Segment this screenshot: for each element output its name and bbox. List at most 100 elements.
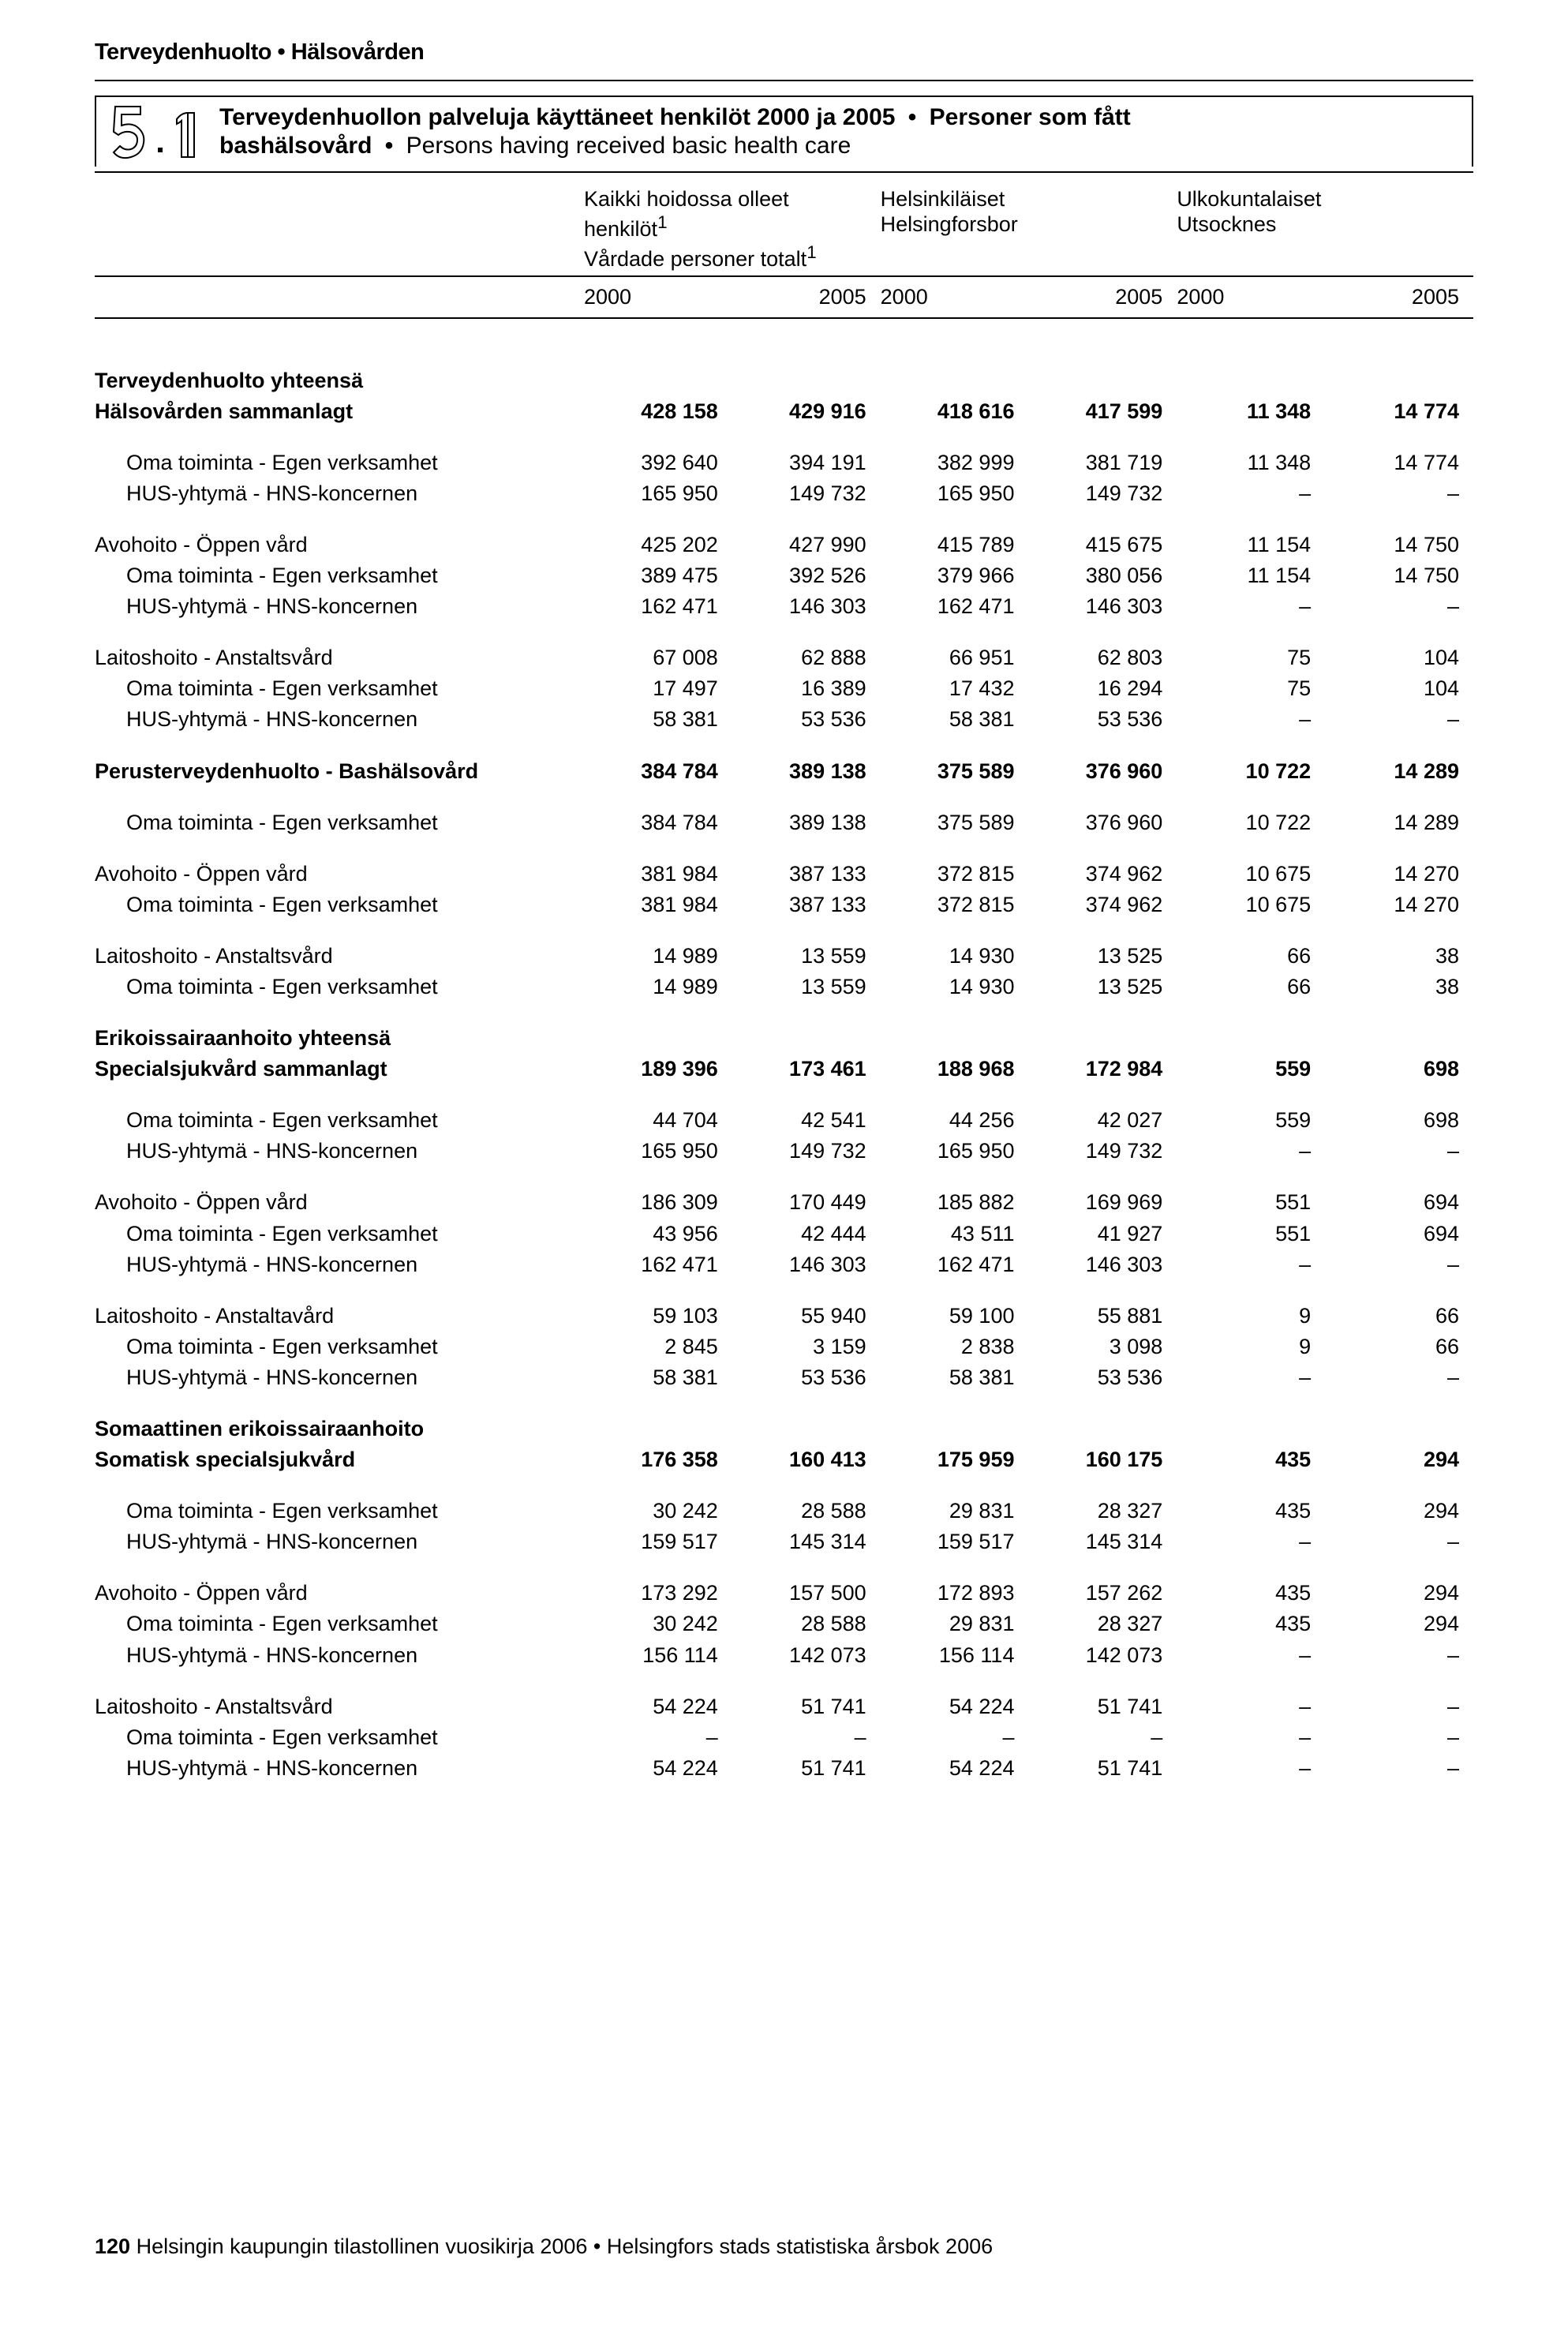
cell-value: 435 (1177, 1444, 1325, 1475)
cell-value: 428 158 (584, 396, 732, 427)
table-row: Hälsovården sammanlagt428 158429 916418 … (95, 396, 1473, 427)
cell-value: 381 984 (584, 859, 732, 890)
cell-value: 149 732 (1028, 478, 1177, 509)
cell-value: 14 270 (1325, 859, 1473, 890)
cell-value: – (1177, 1640, 1325, 1671)
row-label: Oma toiminta - Egen verksamhet (95, 1609, 584, 1639)
cell-value: 14 774 (1325, 396, 1473, 427)
cell-value: 55 940 (732, 1301, 881, 1332)
row-label: HUS-yhtymä - HNS-koncernen (95, 1136, 584, 1167)
cell-value: – (1177, 591, 1325, 622)
cell-value: 189 396 (584, 1054, 732, 1084)
cell-value: 165 950 (584, 1136, 732, 1167)
cell-value: 698 (1325, 1054, 1473, 1084)
row-label: Oma toiminta - Egen verksamhet (95, 1496, 584, 1526)
cell-value: 173 292 (584, 1578, 732, 1609)
spacer-row (95, 509, 1473, 530)
cell-value: – (1028, 1722, 1177, 1753)
cell-value: 294 (1325, 1444, 1473, 1475)
cell-value: 142 073 (732, 1640, 881, 1671)
row-label: Oma toiminta - Egen verksamhet (95, 560, 584, 591)
cell-value: 694 (1325, 1219, 1473, 1249)
cell-value: 429 916 (732, 396, 881, 427)
cell-value: 66 (1325, 1301, 1473, 1332)
cell-value: 42 027 (1028, 1105, 1177, 1136)
cell-value: 16 294 (1028, 673, 1177, 704)
cell-value: 59 100 (881, 1301, 1029, 1332)
cell-value: 14 930 (881, 941, 1029, 972)
page-section-header: Terveydenhuolto • Hälsovården (95, 39, 1473, 66)
cell-value: 67 008 (584, 642, 732, 673)
row-label: HUS-yhtymä - HNS-koncernen (95, 1526, 584, 1557)
row-label: HUS-yhtymä - HNS-koncernen (95, 1640, 584, 1671)
table-row: HUS-yhtymä - HNS-koncernen162 471146 303… (95, 1249, 1473, 1280)
cell-value: 418 616 (881, 396, 1029, 427)
cell-value: 44 704 (584, 1105, 732, 1136)
table-row: Oma toiminta - Egen verksamhet2 8453 159… (95, 1332, 1473, 1362)
cell-value: 104 (1325, 642, 1473, 673)
cell-value (732, 1023, 881, 1054)
table-row: Laitoshoito - Anstaltavård59 10355 94059… (95, 1301, 1473, 1332)
cell-value: 173 461 (732, 1054, 881, 1084)
row-label: Laitoshoito - Anstaltsvård (95, 1691, 584, 1722)
cell-value (1177, 1414, 1325, 1444)
cell-value: 417 599 (1028, 396, 1177, 427)
cell-value: 160 413 (732, 1444, 881, 1475)
cell-value: 29 831 (881, 1609, 1029, 1639)
cell-value: 30 242 (584, 1496, 732, 1526)
page-footer: 120 Helsingin kaupungin tilastollinen vu… (95, 2234, 993, 2259)
cell-value: 160 175 (1028, 1444, 1177, 1475)
table-row: HUS-yhtymä - HNS-koncernen165 950149 732… (95, 478, 1473, 509)
cell-value: 9 (1177, 1301, 1325, 1332)
spacer-row (95, 787, 1473, 807)
cell-value: 169 969 (1028, 1187, 1177, 1218)
cell-value: 28 588 (732, 1496, 881, 1526)
table-row: Oma toiminta - Egen verksamhet17 49716 3… (95, 673, 1473, 704)
row-label: Laitoshoito - Anstaltavård (95, 1301, 584, 1332)
cell-value (1028, 365, 1177, 396)
spacer-row (95, 1084, 1473, 1105)
cell-value: – (881, 1722, 1029, 1753)
cell-value: 42 541 (732, 1105, 881, 1136)
cell-value: 58 381 (881, 704, 1029, 735)
row-label: Somatisk specialsjukvård (95, 1444, 584, 1475)
cell-value: 9 (1177, 1332, 1325, 1362)
year-2005-a: 2005 (732, 276, 881, 318)
cell-value: 146 303 (732, 1249, 881, 1280)
table-row: Oma toiminta - Egen verksamhet389 475392… (95, 560, 1473, 591)
cell-value: 11 154 (1177, 530, 1325, 560)
cell-value: 2 845 (584, 1332, 732, 1362)
cell-value: 30 242 (584, 1609, 732, 1639)
cell-value: 28 327 (1028, 1609, 1177, 1639)
cell-value: 376 960 (1028, 807, 1177, 838)
row-label: HUS-yhtymä - HNS-koncernen (95, 704, 584, 735)
cell-value: – (584, 1722, 732, 1753)
cell-value: 54 224 (584, 1753, 732, 1784)
cell-value: – (1325, 1722, 1473, 1753)
cell-value: 156 114 (881, 1640, 1029, 1671)
cell-value: 146 303 (732, 591, 881, 622)
cell-value: 162 471 (584, 1249, 732, 1280)
row-label: Avohoito - Öppen vård (95, 859, 584, 890)
cell-value: – (1325, 478, 1473, 509)
row-label: Oma toiminta - Egen verksamhet (95, 890, 584, 920)
cell-value: 51 741 (1028, 1753, 1177, 1784)
table-row: Specialsjukvård sammanlagt189 396173 461… (95, 1054, 1473, 1084)
cell-value (881, 365, 1029, 396)
cell-value: 149 732 (732, 478, 881, 509)
spacer-row (95, 920, 1473, 941)
title-line2-normal: Persons having received basic health car… (406, 133, 851, 159)
spacer-row (95, 736, 1473, 756)
cell-value: 14 750 (1325, 530, 1473, 560)
divider (95, 80, 1473, 81)
row-label: Avohoito - Öppen vård (95, 1187, 584, 1218)
cell-value: 172 893 (881, 1578, 1029, 1609)
cell-value: 389 138 (732, 756, 881, 787)
cell-value: 172 984 (1028, 1054, 1177, 1084)
cell-value: 28 327 (1028, 1496, 1177, 1526)
cell-value: 389 475 (584, 560, 732, 591)
cell-value: 13 525 (1028, 972, 1177, 1002)
row-label: Avohoito - Öppen vård (95, 530, 584, 560)
table-title-box: Terveydenhuollon palveluja käyttäneet he… (95, 96, 1473, 167)
cell-value: 62 888 (732, 642, 881, 673)
